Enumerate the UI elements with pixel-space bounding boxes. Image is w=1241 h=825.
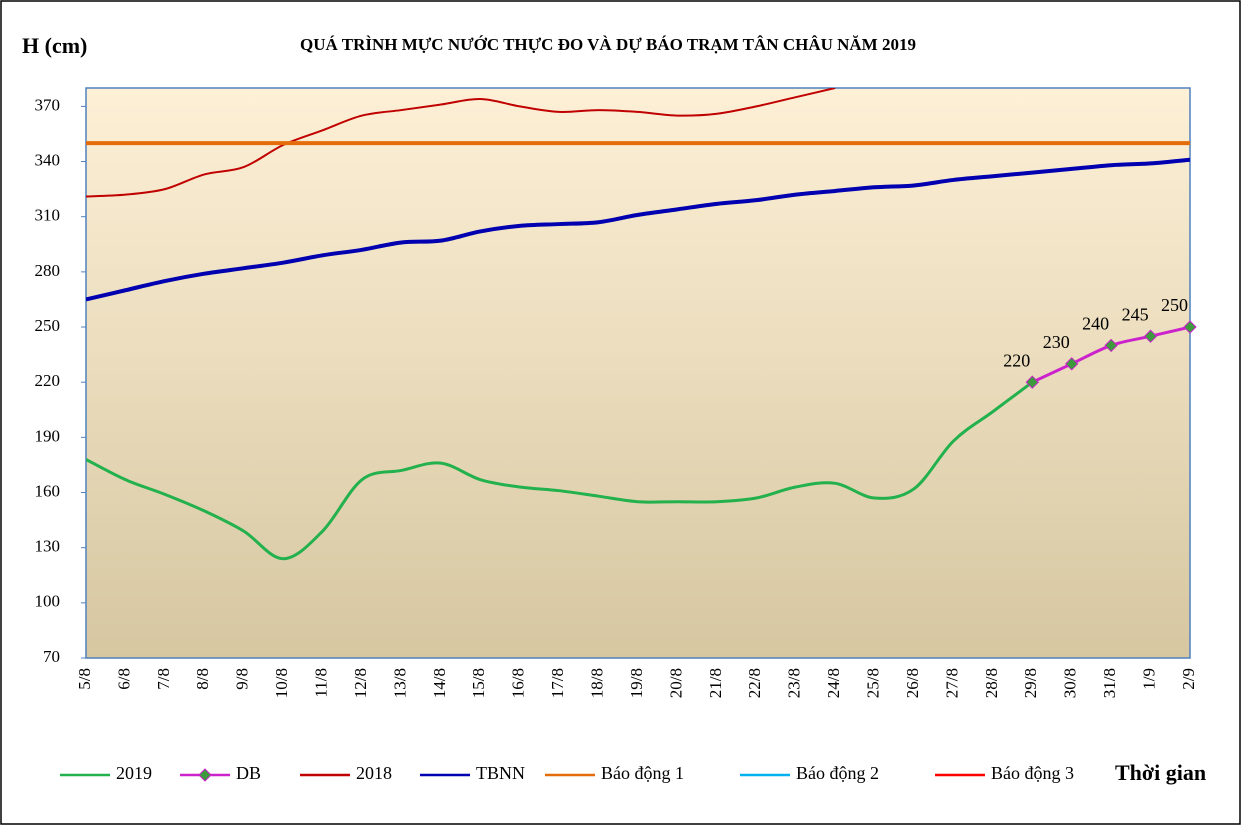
legend-label: Báo động 1 [601, 763, 684, 783]
x-tick-label: 7/8 [154, 668, 173, 690]
plot-area [85, 87, 1191, 659]
data-label: 250 [1161, 295, 1188, 315]
data-label: 230 [1043, 332, 1070, 352]
x-tick-label: 9/8 [233, 668, 252, 690]
x-tick-label: 5/8 [75, 668, 94, 690]
y-tick-label: 70 [43, 647, 60, 666]
y-tick-label: 130 [35, 537, 61, 556]
series-line [86, 157, 1190, 302]
y-tick-label: 100 [35, 592, 61, 611]
x-tick-label: 19/8 [627, 668, 646, 698]
x-tick-label: 13/8 [390, 668, 409, 698]
x-tick-label: 15/8 [469, 668, 488, 698]
x-tick-label: 29/8 [1021, 668, 1040, 698]
series-line [86, 380, 1034, 561]
legend-marker [198, 768, 212, 782]
x-tick-label: 27/8 [942, 668, 961, 698]
x-tick-label: 28/8 [982, 668, 1001, 698]
x-axis-label: Thời gian [1115, 760, 1206, 785]
y-tick-label: 250 [35, 316, 61, 335]
x-tick-label: 31/8 [1100, 668, 1119, 698]
x-tick-label: 20/8 [666, 668, 685, 698]
x-tick-label: 6/8 [114, 668, 133, 690]
marker [1183, 320, 1197, 334]
data-label: 220 [1003, 350, 1030, 370]
x-tick-label: 17/8 [548, 668, 567, 698]
y-tick-label: 280 [35, 261, 61, 280]
legend-label: TBNN [476, 763, 525, 783]
x-tick-label: 18/8 [587, 668, 606, 698]
y-tick-label: 340 [35, 150, 61, 169]
x-tick-label: 25/8 [863, 668, 882, 698]
legend-label: Báo động 3 [991, 763, 1074, 783]
legend-label: 2019 [116, 763, 152, 783]
legend-label: DB [236, 763, 261, 783]
data-label: 245 [1122, 304, 1149, 324]
y-tick-label: 310 [35, 206, 61, 225]
series-line [86, 88, 836, 198]
series-layer [86, 88, 1190, 561]
x-tick-label: 12/8 [351, 668, 370, 698]
marker [1143, 329, 1158, 343]
y-tick-label: 160 [35, 481, 61, 500]
x-tick-label: 22/8 [745, 668, 764, 698]
x-tick-label: 14/8 [430, 668, 449, 698]
x-tick-label: 10/8 [272, 668, 291, 698]
x-tick-label: 30/8 [1061, 668, 1080, 698]
x-tick-label: 21/8 [706, 668, 725, 698]
x-tick-label: 26/8 [903, 668, 922, 698]
data-label: 240 [1082, 314, 1109, 334]
y-axis-label: H (cm) [22, 33, 87, 58]
x-tick-label: 11/8 [311, 668, 330, 698]
y-tick-label: 370 [35, 95, 61, 114]
x-tick-label: 24/8 [824, 668, 843, 698]
marker [1065, 357, 1079, 371]
x-tick-label: 16/8 [509, 668, 528, 698]
legend-label: Báo động 2 [796, 763, 879, 783]
marker [1025, 375, 1039, 389]
x-tick-label: 8/8 [193, 668, 212, 690]
y-tick-label: 190 [35, 426, 61, 445]
x-tick-label: 2/9 [1179, 668, 1198, 690]
legend-label: 2018 [356, 763, 392, 783]
chart-title: QUÁ TRÌNH MỰC NƯỚC THỰC ĐO VÀ DỰ BÁO TRẠ… [300, 35, 916, 54]
y-tick-label: 220 [35, 371, 61, 390]
x-tick-label: 23/8 [785, 668, 804, 698]
x-tick-label: 1/9 [1139, 668, 1158, 690]
marker [1104, 338, 1118, 353]
